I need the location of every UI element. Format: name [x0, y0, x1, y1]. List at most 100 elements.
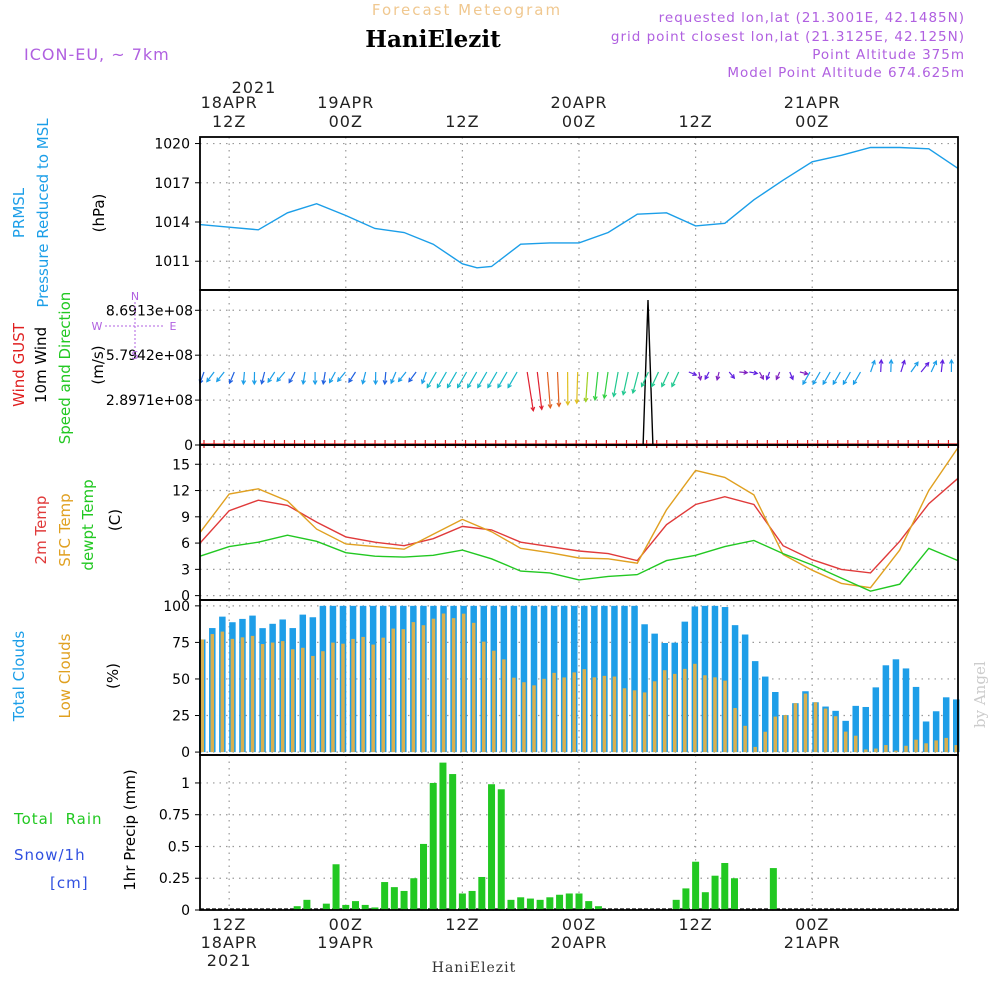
- low-cloud-bar: [361, 636, 365, 753]
- wind-arrow: [842, 371, 851, 385]
- wind-arrow-head: [692, 371, 698, 377]
- precip-ylabel: 1hr Precip (mm): [121, 769, 139, 890]
- low-cloud-bar: [733, 708, 737, 753]
- wind-arrow-head: [241, 380, 247, 386]
- wind-arrow-head: [949, 358, 954, 364]
- wind-arrow-head: [456, 383, 462, 389]
- wind-arrow: [822, 371, 831, 385]
- low-cloud-bar: [381, 637, 385, 753]
- precip-bar: [565, 893, 573, 910]
- top-hour-label: 12Z: [445, 112, 479, 131]
- wind-arrow-head: [420, 379, 426, 385]
- low-cloud-bar: [401, 629, 406, 753]
- low-cloud-bar: [371, 644, 375, 753]
- wind-arrow-head: [574, 399, 580, 405]
- total-cloud-bar: [942, 697, 950, 753]
- low-cloud-bar: [813, 702, 818, 753]
- low-cloud-bar: [602, 675, 607, 753]
- y-tick-label: 0.75: [159, 808, 190, 824]
- compass-n: N: [131, 290, 139, 303]
- low-cloud-bar: [321, 651, 325, 753]
- wind-arrow: [940, 360, 944, 373]
- wind-arrow: [446, 371, 458, 388]
- y-tick-label: 8.6913e+08: [106, 303, 193, 319]
- model-altitude: Model Point Altitude 674.625m: [727, 65, 965, 81]
- low-cloud-bar: [441, 613, 446, 753]
- low-cloud-bar: [562, 677, 566, 753]
- wind-arrow-head: [267, 378, 272, 384]
- low-cloud-bar: [230, 638, 235, 753]
- wind-arrow: [716, 371, 720, 380]
- y-tick-label: 75: [172, 635, 190, 651]
- wind-arrow-field: [198, 358, 954, 412]
- y-tick-label: 1020: [154, 137, 190, 153]
- super-title: Forecast Meteogram: [372, 1, 562, 19]
- precip-bar: [293, 906, 301, 910]
- bottom-hour-label: 00Z: [562, 915, 596, 934]
- temp-sfc-label: SFC Temp: [56, 493, 74, 566]
- wind-arrow: [812, 371, 821, 385]
- gust-spike-line: [642, 299, 654, 446]
- precip-bar: [458, 893, 466, 910]
- wind-arrow: [688, 371, 697, 376]
- total-rain-label: Total Rain: [13, 810, 103, 828]
- wind-arrow-head: [547, 403, 553, 410]
- wind-arrow-head: [759, 375, 764, 381]
- wind-unit: (m/s): [89, 345, 107, 384]
- wind-arrow: [739, 371, 748, 374]
- wind-arrow-head: [650, 382, 656, 388]
- wind-arrow-head: [361, 379, 366, 385]
- wind-arrow: [910, 361, 919, 373]
- y-tick-label: 12: [172, 484, 190, 500]
- closest-coords: grid point closest lon,lat (21.3125E, 42…: [611, 29, 965, 45]
- wind-arrow: [467, 371, 478, 388]
- bottom-date-label: 21APR: [784, 933, 841, 952]
- low-cloud-bar: [632, 690, 637, 753]
- low-cloud-bar: [270, 642, 275, 753]
- wind-arrow: [216, 371, 225, 382]
- 2m-temp-line: [199, 477, 959, 574]
- y-tick-label: 0: [181, 589, 190, 605]
- low-cloud-bar: [683, 668, 687, 753]
- low-cloud-bar: [954, 745, 958, 753]
- wind-arrow-head: [288, 378, 293, 384]
- low-cloud-bar: [803, 693, 808, 753]
- wind-arrow-head: [390, 379, 395, 385]
- wind-arrow-head: [538, 405, 544, 411]
- wind-gust-label: Wind GUST: [10, 322, 28, 407]
- wind-arrow-head: [822, 380, 827, 386]
- wind-arrow-head: [301, 379, 307, 386]
- requested-coords: requested lon,lat (21.3001E, 42.1485N): [659, 10, 965, 26]
- dewpt-temp-line: [199, 534, 959, 592]
- precip-bar: [449, 774, 457, 910]
- precip-bar: [585, 901, 593, 910]
- wind-arrow: [799, 371, 808, 375]
- compass-w: W: [92, 320, 103, 333]
- y-tick-label: 6: [181, 536, 190, 552]
- precip-bar: [400, 890, 408, 910]
- wind-arrow-head: [812, 380, 817, 386]
- wind-arrow-head: [802, 380, 807, 386]
- low-cloud-bar: [391, 628, 396, 753]
- wind-arrow-head: [832, 380, 838, 386]
- wind-panel: 8.6913e+08 5.7942e+08 2.8971e+08 0 N S W E: [92, 289, 960, 454]
- low-cloud-bar: [622, 688, 627, 753]
- wind-arrow-head: [251, 380, 257, 386]
- top-hour-label: 12Z: [678, 112, 712, 131]
- top-year-label: 2021: [232, 78, 277, 97]
- wind-arrow: [576, 371, 579, 404]
- precip-bar: [730, 878, 738, 910]
- wind-arrow-head: [932, 359, 938, 366]
- low-cloud-bar: [331, 642, 335, 753]
- y-tick-label: 100: [163, 599, 190, 615]
- wind-arrow: [900, 360, 906, 373]
- wind-arrow: [267, 371, 276, 383]
- precip-bar: [351, 901, 359, 910]
- low-cloud-bar: [572, 672, 576, 753]
- wind-arrow-head: [276, 377, 282, 383]
- low-cloud-bar: [874, 748, 878, 753]
- wind-arrow-head: [697, 375, 703, 382]
- precip-bar: [429, 782, 437, 910]
- low-cloud-bar: [542, 678, 546, 753]
